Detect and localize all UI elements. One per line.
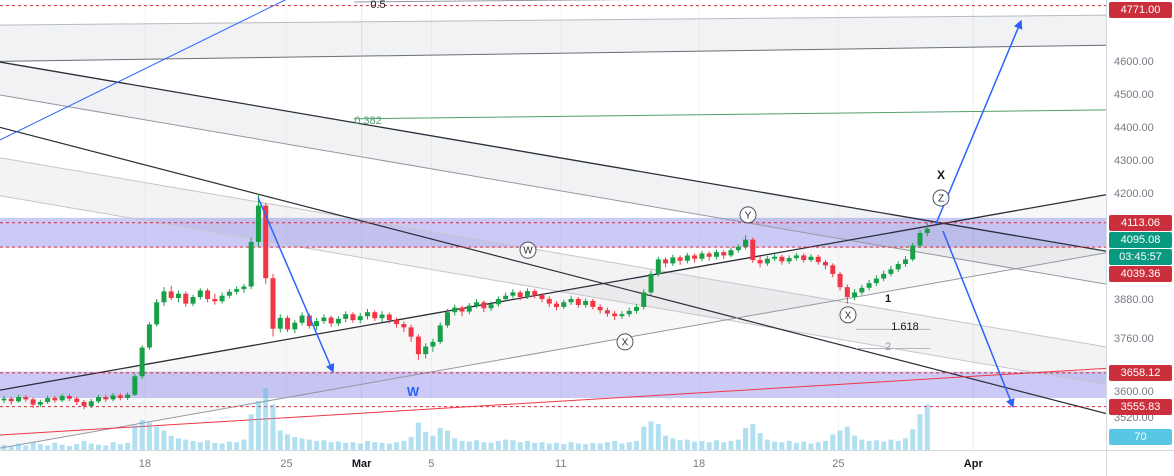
- asc-major[interactable]: [0, 194, 1106, 391]
- wave-label-circle: [519, 241, 537, 259]
- desc-mid-upper[interactable]: [0, 157, 1106, 348]
- asc-red[interactable]: [0, 367, 1106, 436]
- axis-time-label: 11: [555, 457, 567, 470]
- axis-price-label: 3600.00: [1114, 386, 1154, 399]
- wave-label-text: W: [407, 384, 420, 399]
- support-resistance-band: [0, 371, 1106, 399]
- axis-price-label: 4600.00: [1114, 56, 1154, 69]
- wave-label-circle: [616, 333, 634, 351]
- channel-top-lower[interactable]: [0, 44, 1106, 62]
- price-axis[interactable]: 4600.00 4500.00 4400.00 4300.00 4200.00 3880.…: [1106, 0, 1174, 450]
- svg-text:X: X: [845, 310, 852, 321]
- fib-label: 0.5: [370, 0, 385, 11]
- volume-value-badge: 70: [1109, 429, 1172, 445]
- chart-canvas[interactable]: W X Y X Z X W 0.5 0.382 1 1.618 2: [0, 0, 1106, 450]
- axis-time-label: 25: [280, 457, 293, 470]
- wave-labels[interactable]: W X Y X Z X W: [407, 168, 950, 399]
- axis-price-label: 4300.00: [1114, 155, 1154, 168]
- axis-corner: [1106, 450, 1174, 476]
- level-badge: 4113.06: [1109, 214, 1172, 231]
- degree-label: 1: [885, 293, 891, 305]
- candles: [1, 194, 930, 410]
- axis-time-label: 5: [428, 457, 435, 470]
- volume-bars: [1, 388, 930, 450]
- svg-text:W: W: [523, 246, 533, 257]
- level-badge: 3658.12: [1109, 364, 1172, 381]
- axis-price-label: 3520.00: [1114, 412, 1154, 425]
- projection-arrow[interactable]: [257, 197, 335, 373]
- asc-parallel[interactable]: [0, 252, 1106, 449]
- desc-steep[interactable]: [0, 126, 1106, 415]
- last-price-badge: 4095.08: [1109, 231, 1172, 248]
- svg-text:X: X: [622, 337, 629, 348]
- svg-text:Z: Z: [938, 194, 944, 205]
- axis-time-label: 25: [832, 457, 845, 470]
- axis-price-label: 4500.00: [1114, 89, 1154, 102]
- axis-time-label: Apr: [963, 457, 983, 470]
- fib-0382-line[interactable]: [353, 109, 1106, 120]
- axis-price-label: 4200.00: [1114, 188, 1154, 201]
- wave-label-text: X: [937, 168, 945, 182]
- svg-text:Y: Y: [745, 210, 752, 221]
- wave-label-circle: [839, 306, 857, 324]
- wave-label-circle: [739, 206, 757, 224]
- axis-time-label: Mar: [351, 457, 372, 470]
- countdown-badge: 03:45:57: [1109, 248, 1172, 265]
- wave-label-circle: [932, 189, 950, 207]
- asc-blue-steep[interactable]: [0, 0, 1106, 141]
- level-badge: 4039.36: [1109, 265, 1172, 282]
- fib-label: 0.382: [354, 115, 382, 127]
- degree-label: 1.618: [891, 321, 919, 333]
- desc-major[interactable]: [0, 61, 1106, 252]
- axis-time-label: 18: [138, 457, 151, 470]
- level-badge: 3555.83: [1109, 398, 1172, 415]
- channel-fills: [0, 15, 1106, 449]
- grid-lines: [144, 0, 974, 450]
- projection-arrows[interactable]: [257, 19, 1023, 408]
- fib-05-line[interactable]: [353, 0, 1106, 3]
- time-axis[interactable]: 18 25 Mar 5 11 18 25 Apr: [0, 450, 1106, 476]
- price-level-lines[interactable]: [0, 5, 1106, 408]
- channel-top-upper[interactable]: [0, 14, 1106, 26]
- axis-price-label: 4400.00: [1114, 122, 1154, 135]
- projection-arrow[interactable]: [942, 230, 1015, 408]
- fib-extension-ticks[interactable]: [856, 328, 930, 350]
- level-badge: 4771.00: [1109, 2, 1172, 18]
- axis-time-label: 18: [692, 457, 706, 470]
- projection-arrow[interactable]: [935, 19, 1023, 225]
- axis-price-label: 3760.00: [1114, 333, 1154, 346]
- desc-parallel[interactable]: [0, 94, 1106, 285]
- axis-price-label: 3880.00: [1114, 293, 1154, 306]
- trend-lines[interactable]: [0, 0, 1106, 449]
- degree-label: 2: [885, 341, 891, 353]
- desc-mid-lower[interactable]: [0, 195, 1106, 386]
